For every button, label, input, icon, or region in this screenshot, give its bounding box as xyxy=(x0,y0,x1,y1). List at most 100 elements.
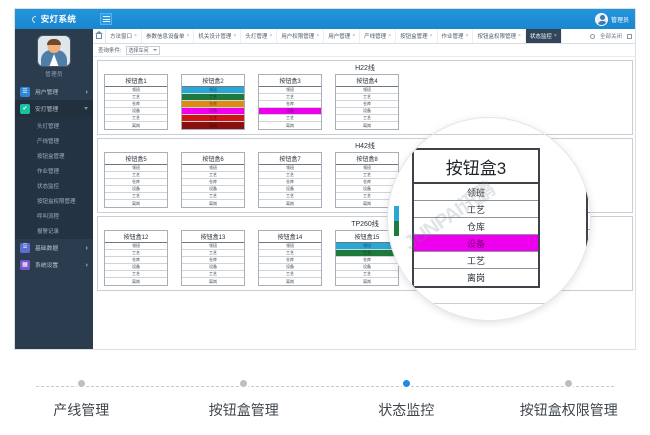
sidebar-subitem-6[interactable]: 呼叫流程 xyxy=(37,213,60,220)
button-box-status-row: 工艺 xyxy=(336,115,398,122)
avatar-shirt xyxy=(49,54,59,66)
sidebar-item-label: 系统设置 xyxy=(35,263,59,269)
home-icon xyxy=(95,30,104,39)
button-box[interactable]: 按钮盒8 领班 工艺 仓库 设备 工艺 离岗 xyxy=(335,152,399,208)
stepper-step-3[interactable]: 按钮盒权限管理 xyxy=(488,378,650,420)
button-box-status-row: 工艺 xyxy=(105,94,167,101)
stepper-step-2[interactable]: 状态监控 xyxy=(325,378,488,420)
button-box-status-row: 领班 xyxy=(259,87,321,94)
magnifier-strip xyxy=(396,134,582,135)
tab-2[interactable]: 机关设计管理 × xyxy=(194,29,242,43)
refresh-icon[interactable] xyxy=(589,33,595,39)
button-box[interactable]: 按钮盒6 领班 工艺 仓库 设备 工艺 离岗 xyxy=(181,152,245,208)
tab-home-button[interactable] xyxy=(93,29,106,43)
tab-8[interactable]: 作业管理 × xyxy=(438,29,474,43)
sidebar-item-1[interactable]: ✔ 安灯管理 xyxy=(15,100,93,117)
tab-label: 状态监控 xyxy=(529,34,552,40)
tab-6[interactable]: 产线管理 × xyxy=(360,29,397,43)
close-icon[interactable]: × xyxy=(352,32,356,39)
sidebar-subitem-4[interactable]: 状态监控 xyxy=(37,183,60,190)
button-box-status-row: 离岗 xyxy=(336,122,398,129)
button-box-status-row: 设备 xyxy=(336,264,398,271)
profile-avatar[interactable] xyxy=(37,35,71,67)
magnified-status-row: 领班 xyxy=(414,184,538,201)
button-box-rows: 领班 工艺 仓库 设备 工艺 离岗 xyxy=(105,243,167,285)
tab-list: 方法窗口 × 参数信息设备单 × 机关设计管理 × 头灯管理 × 用户权限管理 × 用户管理 × 产线管… xyxy=(106,29,562,43)
button-box-title: 按钮盒7 xyxy=(259,153,321,165)
tab-4[interactable]: 用户权限管理 × xyxy=(277,29,325,43)
hamburger-line xyxy=(102,16,110,17)
button-box-status-row: 工艺 xyxy=(259,250,321,257)
close-icon[interactable]: × xyxy=(269,32,273,39)
menu-toggle-button[interactable] xyxy=(100,13,112,25)
app-logo[interactable]: 安灯系统 xyxy=(15,9,93,29)
button-box[interactable]: 按钮盒4 领班 工艺 仓库 设备 工艺 离岗 xyxy=(335,74,399,130)
sidebar-profile: 管理员 xyxy=(15,29,93,81)
button-box-title: 按钮盒12 xyxy=(105,231,167,243)
close-icon[interactable]: × xyxy=(465,32,469,39)
close-icon[interactable]: × xyxy=(388,32,392,39)
stepper-step-1[interactable]: 按钮盒管理 xyxy=(163,378,326,420)
close-icon[interactable]: × xyxy=(553,32,557,39)
light-icon: ✔ xyxy=(20,103,30,114)
sidebar-item-3[interactable]: ▦ 系统设置 xyxy=(15,256,93,273)
tab-5[interactable]: 用户管理 × xyxy=(324,29,361,43)
sidebar-subitem-2[interactable]: 按钮盒管理 xyxy=(37,153,65,160)
sidebar-subitem-5[interactable]: 按钮盒权限管理 xyxy=(37,198,76,205)
sidebar-subitem-3[interactable]: 作业管理 xyxy=(37,168,60,175)
button-box-status-row: 工艺 xyxy=(336,94,398,101)
close-icon[interactable]: × xyxy=(429,32,433,39)
tab-9[interactable]: 按钮盒权限管理 × xyxy=(473,29,526,43)
app-title: 安灯系统 xyxy=(40,14,77,24)
sidebar-item-0[interactable]: ☰ 用户管理 xyxy=(15,83,93,100)
button-box-status-row: 领班 xyxy=(259,243,321,250)
stepper-step-0[interactable]: 产线管理 xyxy=(0,378,163,420)
tab-1[interactable]: 参数信息设备单 × xyxy=(142,29,195,43)
button-box[interactable]: 按钮盒2 领班 工艺 仓库 设备 工艺 离岗 xyxy=(181,74,245,130)
sidebar-subitem-7[interactable]: 报警记录 xyxy=(37,228,60,235)
tab-label: 参数信息设备单 xyxy=(145,34,185,40)
button-box[interactable]: 按钮盒5 领班 工艺 仓库 设备 工艺 离岗 xyxy=(104,152,168,208)
close-icon[interactable]: × xyxy=(316,32,320,39)
sidebar-subitem-0[interactable]: 头灯管理 xyxy=(37,123,60,130)
button-box[interactable]: 按钮盒14 领班 工艺 仓库 设备 工艺 离岗 xyxy=(258,230,322,286)
button-box[interactable]: 按钮盒13 领班 工艺 仓库 设备 工艺 离岗 xyxy=(181,230,245,286)
sidebar-subitem-1[interactable]: 产线管理 xyxy=(37,138,60,145)
sidebar-item-label: 基础数据 xyxy=(35,246,59,252)
sidebar-item-2[interactable]: ⌸ 基础数据 xyxy=(15,239,93,256)
close-icon[interactable]: × xyxy=(186,32,190,39)
magnified-partial-row xyxy=(588,247,590,264)
button-box-status-row: 工艺 xyxy=(105,250,167,257)
button-box[interactable]: 按钮盒1 领班 工艺 仓库 设备 工艺 离岗 xyxy=(104,74,168,130)
fullscreen-icon[interactable] xyxy=(627,33,632,39)
button-box[interactable]: 按钮盒15 领班 工艺 仓库 设备 工艺 离岗 xyxy=(335,230,399,286)
button-box-rows: 领班 工艺 仓库 设备 工艺 离岗 xyxy=(336,165,398,207)
tab-0[interactable]: 方法窗口 × xyxy=(106,29,142,43)
top-bar-user-area[interactable]: 管理员 xyxy=(594,12,635,26)
button-box-status-row: 设备 xyxy=(182,186,244,193)
tab-7[interactable]: 按钮盒管理 × xyxy=(396,29,438,43)
chevron-down-icon xyxy=(84,107,88,110)
button-box-title: 按钮盒2 xyxy=(182,75,244,87)
close-all-tabs-button[interactable]: 全部关闭 xyxy=(599,34,622,40)
button-box[interactable]: 按钮盒7 领班 工艺 仓库 设备 工艺 离岗 xyxy=(258,152,322,208)
close-icon[interactable]: × xyxy=(233,32,237,39)
close-icon[interactable]: × xyxy=(517,32,521,39)
button-box-status-row: 工艺 xyxy=(336,271,398,278)
workshop-select[interactable]: 选择车间 xyxy=(125,45,160,55)
step-dot-icon xyxy=(75,378,87,389)
tab-label: 按钮盒管理 xyxy=(400,34,428,40)
button-box-status-row: 工艺 xyxy=(182,172,244,179)
button-box-status-row: 工艺 xyxy=(182,94,244,101)
tab-3[interactable]: 头灯管理 × xyxy=(241,29,278,43)
close-icon[interactable]: × xyxy=(134,32,137,39)
button-box-status-row: 设备 xyxy=(259,264,321,271)
button-box[interactable]: 按钮盒12 领班 工艺 仓库 设备 工艺 离岗 xyxy=(104,230,168,286)
tab-10[interactable]: 状态监控 × xyxy=(525,29,562,43)
button-box-status-row: 离岗 xyxy=(182,122,244,129)
button-box-rows: 领班 工艺 仓库 设备 工艺 离岗 xyxy=(259,243,321,285)
button-box[interactable]: 按钮盒3 领班 工艺 仓库 设备 工艺 离岗 xyxy=(258,74,322,130)
button-box-status-row: 工艺 xyxy=(259,115,321,122)
button-box-title: 按钮盒13 xyxy=(182,231,244,243)
accent-cyan xyxy=(394,206,399,221)
